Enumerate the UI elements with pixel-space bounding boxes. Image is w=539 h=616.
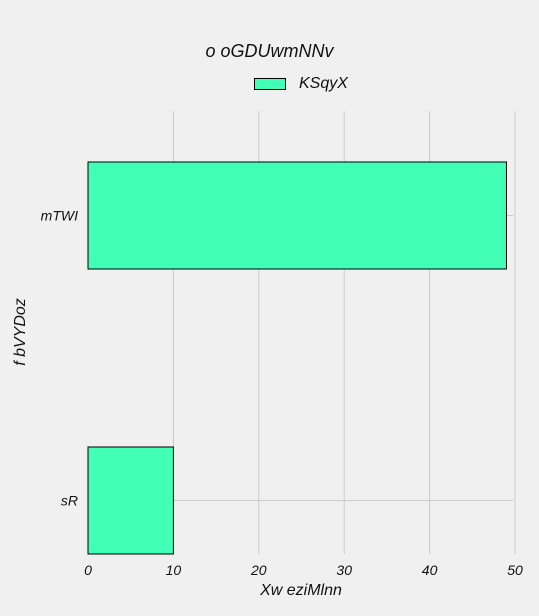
x-axis-label: Xw eziMlnn [260, 582, 342, 599]
x-tick-label: 0 [84, 562, 92, 578]
legend: KSqyX [254, 74, 348, 94]
x-tick-label: 20 [250, 562, 267, 578]
bar [87, 446, 174, 555]
x-tick-label: 40 [422, 562, 438, 578]
y-tick-label: sR [61, 493, 78, 509]
legend-swatch [254, 78, 286, 90]
y-tick-label: mTWI [41, 208, 78, 224]
chart-title: o oGDUwmNNv [205, 41, 334, 61]
x-tick-label: 50 [507, 562, 523, 578]
legend-label: KSqyX [299, 75, 348, 92]
bar [87, 161, 507, 270]
y-axis-label: f bVYDoz [12, 298, 29, 366]
x-tick-label: 30 [336, 562, 352, 578]
x-tick-label: 10 [166, 562, 182, 578]
